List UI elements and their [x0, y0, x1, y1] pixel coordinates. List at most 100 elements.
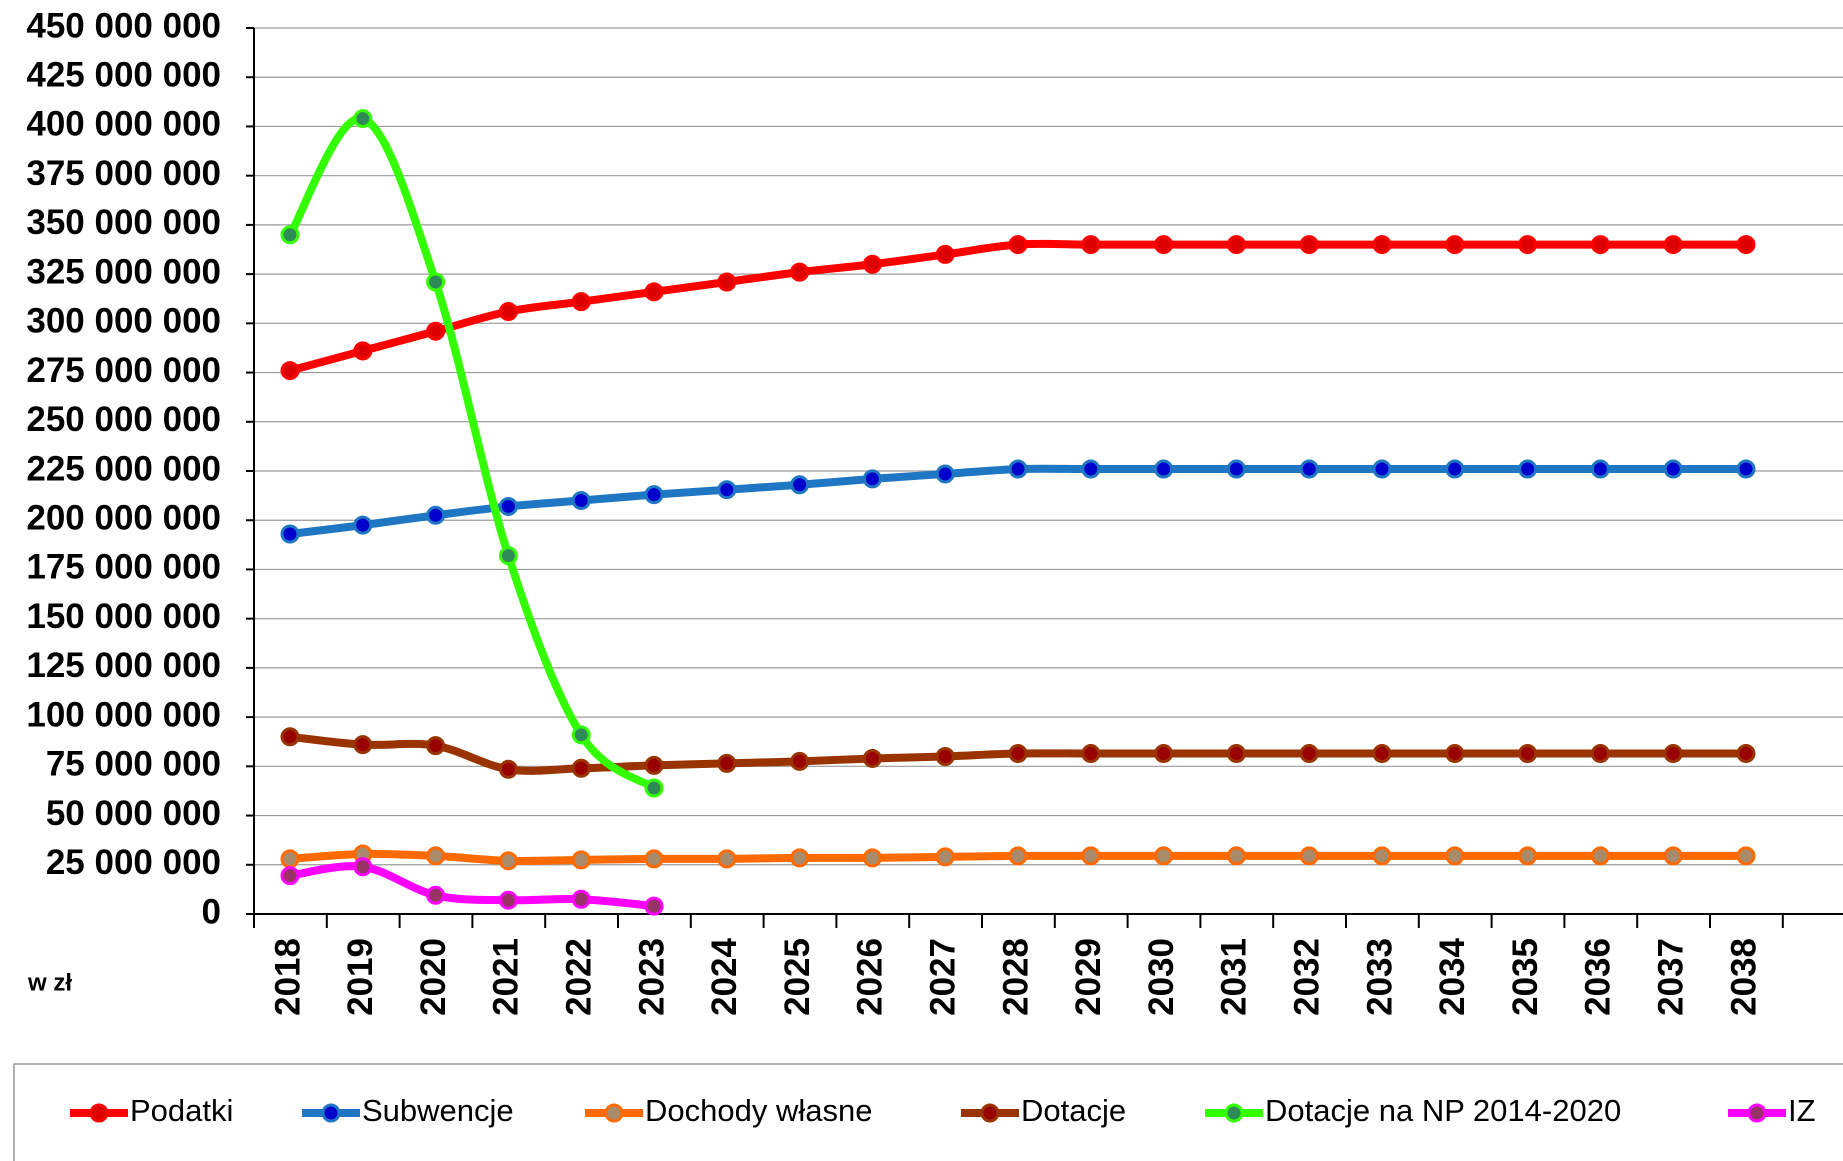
marker: [644, 896, 664, 916]
marker: [717, 272, 737, 292]
marker: [935, 244, 955, 264]
legend-label: Dotacje na NP 2014-2020: [1265, 1093, 1621, 1128]
marker: [862, 254, 882, 274]
marker: [1445, 459, 1465, 479]
y-tick-label: 425 000 000: [26, 55, 221, 94]
marker: [571, 725, 591, 745]
marker: [717, 849, 737, 869]
marker: [1154, 744, 1174, 764]
x-tick-label: 2023: [632, 938, 671, 1016]
marker: [571, 889, 591, 909]
marker: [280, 524, 300, 544]
legend-label: IZ: [1788, 1093, 1816, 1128]
x-tick-label: 2032: [1287, 938, 1326, 1016]
marker: [1663, 235, 1683, 255]
marker: [426, 272, 446, 292]
marker: [426, 885, 446, 905]
y-tick-label: 400 000 000: [26, 105, 221, 144]
marker: [790, 475, 810, 495]
marker: [1372, 744, 1392, 764]
series: [280, 235, 1756, 381]
marker: [1736, 846, 1756, 866]
series: [280, 844, 1756, 871]
marker: [1226, 459, 1246, 479]
y-tick-label: 275 000 000: [26, 351, 221, 390]
x-tick-label: 2020: [414, 938, 453, 1016]
marker: [1299, 459, 1319, 479]
marker: [862, 469, 882, 489]
marker: [1081, 846, 1101, 866]
marker: [1590, 744, 1610, 764]
x-tick-label: 2029: [1069, 938, 1108, 1016]
y-tick-label: 300 000 000: [26, 302, 221, 341]
x-tick-label: 2036: [1579, 938, 1618, 1016]
marker: [935, 464, 955, 484]
marker: [1372, 459, 1392, 479]
marker: [1008, 744, 1028, 764]
marker: [1226, 846, 1246, 866]
marker: [862, 748, 882, 768]
y-tick-label: 325 000 000: [26, 252, 221, 291]
legend-label: Podatki: [130, 1093, 233, 1128]
marker: [644, 282, 664, 302]
marker: [717, 480, 737, 500]
marker: [426, 321, 446, 341]
marker: [426, 736, 446, 756]
marker: [498, 546, 518, 566]
marker: [1154, 459, 1174, 479]
marker: [498, 759, 518, 779]
marker: [571, 491, 591, 511]
marker: [498, 890, 518, 910]
marker: [717, 753, 737, 773]
marker: [1663, 744, 1683, 764]
legend-marker: [1224, 1103, 1244, 1123]
marker: [1445, 744, 1465, 764]
legend-label: Dochody własne: [645, 1093, 872, 1128]
marker: [280, 727, 300, 747]
series: [280, 459, 1756, 544]
marker: [790, 262, 810, 282]
marker: [644, 778, 664, 798]
marker: [1226, 235, 1246, 255]
x-tick-label: 2031: [1215, 938, 1254, 1016]
marker: [935, 746, 955, 766]
marker: [1008, 459, 1028, 479]
series: [280, 727, 1756, 779]
y-tick-label: 150 000 000: [26, 597, 221, 636]
y-tick-label: 350 000 000: [26, 203, 221, 242]
marker: [426, 505, 446, 525]
marker: [1518, 744, 1538, 764]
x-tick-label: 2028: [996, 938, 1035, 1016]
marker: [1226, 744, 1246, 764]
marker: [1299, 744, 1319, 764]
y-tick-label: 25 000 000: [46, 843, 221, 882]
marker: [1081, 744, 1101, 764]
marker: [644, 849, 664, 869]
y-tick-label: 75 000 000: [46, 745, 221, 784]
marker: [498, 496, 518, 516]
marker: [1372, 235, 1392, 255]
marker: [1736, 744, 1756, 764]
legend-label: Subwencje: [362, 1093, 514, 1128]
marker: [571, 292, 591, 312]
marker: [1518, 235, 1538, 255]
marker: [1663, 459, 1683, 479]
x-tick-label: 2026: [851, 938, 890, 1016]
x-tick-label: 2030: [1142, 938, 1181, 1016]
y-tick-label: 125 000 000: [26, 646, 221, 685]
y-tick-label: 100 000 000: [26, 695, 221, 734]
marker: [280, 866, 300, 886]
legend-marker: [89, 1103, 109, 1123]
marker: [1299, 846, 1319, 866]
marker: [280, 361, 300, 381]
series: [280, 857, 664, 916]
x-tick-label: 2024: [705, 937, 744, 1015]
marker: [1736, 235, 1756, 255]
marker: [644, 485, 664, 505]
marker: [353, 515, 373, 535]
x-tick-label: 2022: [559, 938, 598, 1016]
marker: [1372, 846, 1392, 866]
marker: [426, 846, 446, 866]
marker: [790, 848, 810, 868]
x-tick-label: 2025: [778, 938, 817, 1016]
